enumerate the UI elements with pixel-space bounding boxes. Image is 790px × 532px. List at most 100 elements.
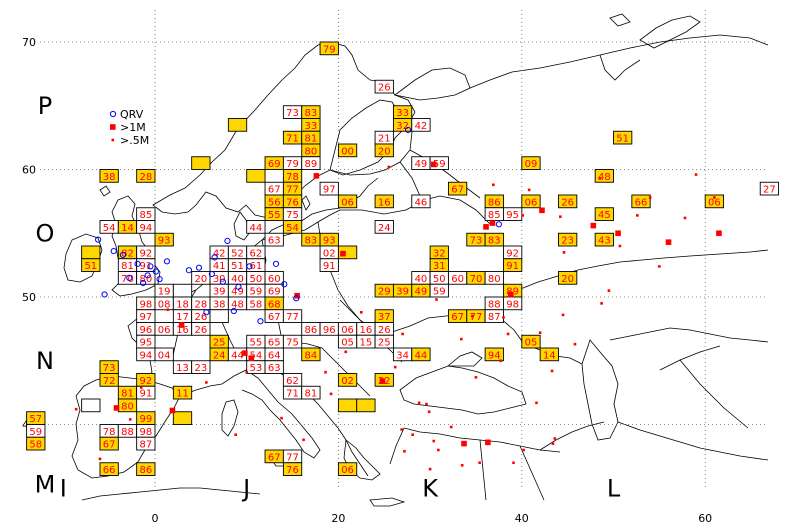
grid-square-label: 02 (323, 248, 336, 259)
grid-square: 24 (374, 220, 394, 234)
grid-square: 96 (319, 322, 339, 336)
grid-square: 64 (264, 347, 284, 361)
grid-square-label: 88 (121, 427, 134, 438)
grid-square: 33 (392, 105, 413, 119)
grid-square-label: 23 (194, 363, 207, 374)
grid-square: 59 (429, 283, 449, 298)
grid-square: 17 (172, 309, 193, 323)
grid-square-label: 58 (29, 440, 42, 451)
grid-square: 38 (209, 296, 229, 310)
grid-square-label: 41 (213, 261, 226, 272)
grid-square: 86 (136, 462, 156, 476)
spot-marker-05m (683, 216, 687, 220)
grid-square-label: 80 (121, 401, 134, 412)
spot-marker-1m (461, 440, 467, 447)
spot-marker-05m (417, 401, 421, 405)
grid-square-label: 44 (250, 223, 263, 234)
grid-square-label: 59 (250, 287, 263, 298)
grid-square-box (484, 232, 504, 247)
grid-square: 11 (172, 385, 193, 400)
grid-square: 00 (337, 143, 358, 157)
grid-square: 70 (466, 271, 486, 285)
grid-square-label: 98 (139, 299, 152, 310)
grid-square-label: 16 (378, 197, 391, 208)
grid-square-box (356, 398, 376, 413)
qrv-marker (272, 260, 280, 267)
grid-square: 98 (136, 424, 156, 438)
grid-square: 55 (264, 207, 284, 221)
grid-square-label: 94 (488, 350, 501, 361)
grid-square: 27 (759, 181, 780, 196)
spot-marker-1m (313, 173, 320, 179)
grid-square: 40 (411, 271, 431, 285)
grid-square-label: 83 (305, 108, 318, 119)
grid-square-label: 93 (323, 236, 336, 247)
grid-square-box (172, 283, 193, 298)
spot-marker-05m (600, 302, 603, 305)
y-tick-label: 50 (22, 291, 36, 304)
grid-square-label: 67 (451, 312, 464, 323)
qrv-marker (95, 236, 102, 243)
grid-square: 13 (172, 360, 193, 374)
grid-square: 76 (282, 194, 303, 208)
spot-marker-05m (527, 188, 531, 192)
grid-square-label: 67 (451, 185, 464, 196)
grid-square-label: 09 (525, 159, 538, 170)
grid-square-box (136, 220, 156, 234)
spot-marker-05m (474, 376, 478, 379)
grid-square: 19 (154, 283, 174, 298)
grid-square-label: 67 (268, 452, 281, 463)
grid-square-label: 28 (194, 299, 207, 310)
grid-square-label: 91 (506, 261, 519, 272)
grid-square: 69 (264, 156, 284, 170)
grid-square: 80 (301, 143, 321, 157)
grid-square: 62 (246, 245, 266, 259)
grid-square-label: 67 (103, 440, 116, 451)
grid-square-label: 24 (213, 350, 226, 361)
spot-marker-1m (539, 207, 545, 214)
grid-square-label: 57 (29, 414, 42, 425)
grid-square: 96 (136, 322, 156, 336)
grid-square-label: 82 (121, 248, 134, 259)
grid-square: 28 (136, 169, 156, 183)
grid-square-label: 21 (378, 134, 391, 145)
grid-square: 18 (172, 296, 193, 310)
grid-square-label: 73 (286, 108, 299, 119)
grid-square-label: 96 (323, 325, 336, 336)
grid-square: 04 (154, 347, 174, 361)
grid-square: 48 (227, 296, 248, 310)
qrv-marker (281, 281, 288, 288)
grid-square-label: 86 (488, 197, 501, 208)
grid-square-label: 42 (415, 121, 428, 132)
grid-square-label: 59 (433, 159, 446, 170)
grid-square-label: 55 (268, 210, 281, 221)
spot-marker-1m (489, 220, 496, 226)
grid-square-label: 77 (286, 312, 299, 323)
grid-square-label: 08 (158, 299, 171, 310)
grid-square-label: 87 (488, 312, 501, 323)
grid-square-label: 91 (139, 261, 152, 272)
grid-square-box (558, 232, 578, 247)
grid-square: 83 (484, 232, 504, 247)
grid-square-label: 61 (250, 261, 263, 272)
spot-marker-05m (636, 214, 639, 217)
legend-1m-icon (110, 124, 116, 130)
spot-marker-05m (561, 313, 565, 317)
grid-square-label: 86 (305, 325, 318, 336)
grid-square-box (301, 385, 321, 400)
grid-square-label: 42 (213, 248, 226, 259)
spot-marker-05m (166, 308, 170, 312)
grid-square-label: 06 (341, 465, 354, 476)
grid-square-label: 85 (139, 210, 152, 221)
grid-square-box (594, 207, 614, 221)
grid-square-label: 05 (525, 338, 538, 349)
grid-square-label: 76 (286, 197, 299, 208)
grid-square-box (136, 436, 156, 451)
grid-square (81, 245, 101, 260)
grid-square-label: 63 (268, 236, 281, 247)
qrv-marker (134, 260, 141, 267)
field-letter: J (241, 474, 250, 502)
grid-square-box (337, 194, 358, 209)
qrv-marker (257, 318, 264, 325)
grid-square: 46 (411, 194, 431, 208)
